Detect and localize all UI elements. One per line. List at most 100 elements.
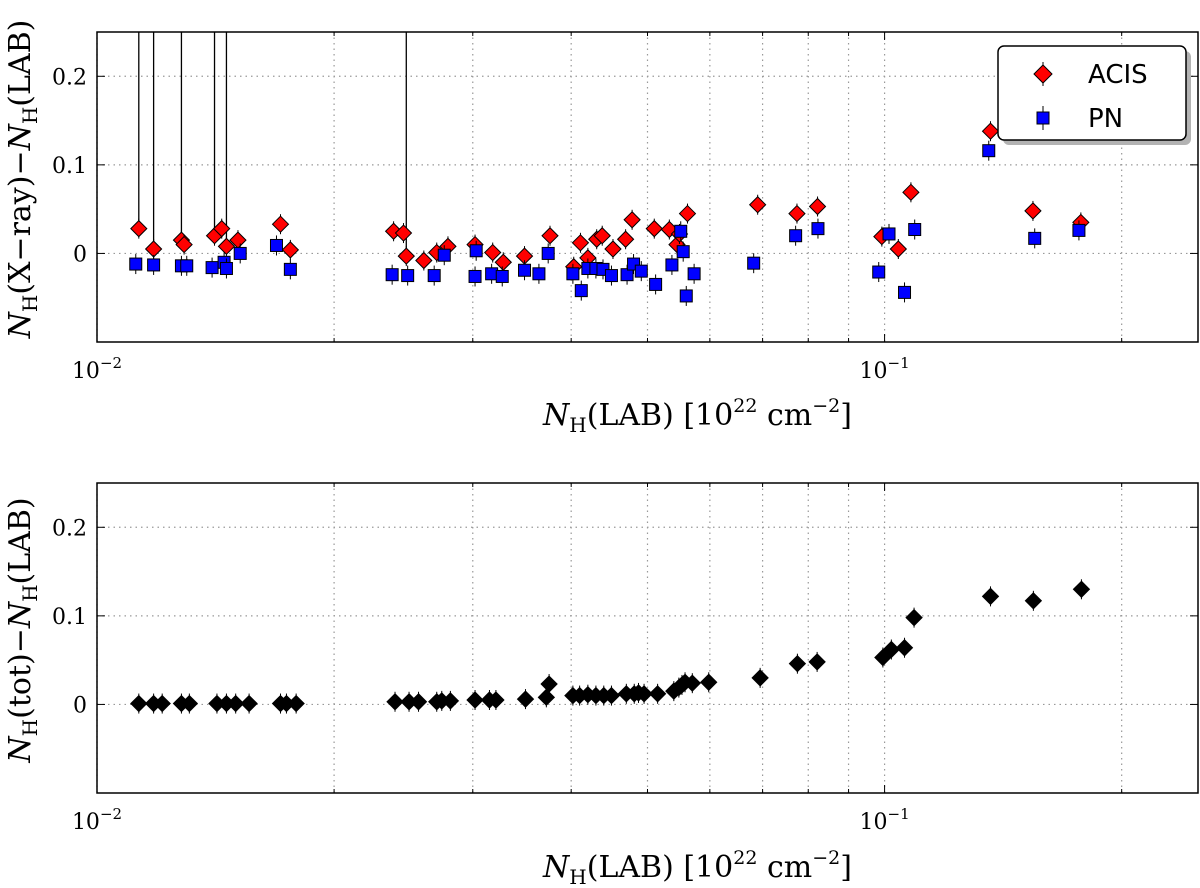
x-axis-label: NH(LAB) [1022 cm−2] [542,847,852,888]
data-point-pn [147,258,161,272]
data-point-pn [679,289,693,303]
data-point-pn [269,238,283,252]
data-point-acis [1024,202,1042,220]
legend-label: ACIS [1088,60,1148,90]
data-point-pn [518,263,532,277]
data-point-total [130,694,148,713]
data-point-total [1024,592,1043,610]
bottom-panel: 10−2 10−1 0.2 0.1 0 NH(LAB) [1022 cm−2] NH(tot… [3,482,1199,888]
series-acis [130,32,1090,277]
x-tick-label: 10−1 [860,805,910,835]
data-point-total [240,694,258,713]
data-point-acis [541,227,559,245]
x-tick-label: 10−2 [72,805,122,835]
x-tick-label: 10−1 [860,354,910,384]
ticks [96,483,1198,793]
data-point-acis [415,251,433,270]
data-point-total [226,694,245,713]
data-point-pn [541,246,555,260]
y-tick-label: 0 [73,242,87,267]
data-point-total [905,608,923,627]
data-point-pn [437,248,451,262]
y-tick-label: 0 [73,693,87,718]
data-point-total [516,690,535,708]
data-point-acis [571,234,590,252]
y-tick-label: 0.2 [52,516,87,541]
data-point-pn [401,269,415,283]
data-point-pn [495,269,509,283]
series-pn [129,140,1086,306]
data-point-pn [532,267,546,281]
data-point-total [648,685,667,703]
data-point-pn [882,227,896,241]
data-point-acis [678,204,697,223]
x-axis-label: NH(LAB) [1022 cm−2] [542,395,852,437]
data-point-total [441,692,460,710]
data-point-pn [872,265,886,279]
data-point-pn [676,245,690,259]
data-point-acis [483,243,502,262]
data-point-pn [1072,223,1086,237]
data-point-acis [271,215,290,233]
data-point-acis [213,219,231,238]
y-axis-label: NH(X−ray)−NH(LAB) [3,20,42,340]
data-point-acis [808,197,827,216]
markers [130,579,1091,714]
grid [96,483,1198,793]
data-point-total [808,653,826,671]
data-point-pn [789,229,803,243]
y-tick-label: 0.1 [52,605,87,630]
data-point-pn [574,284,588,298]
data-point-pn [468,269,482,283]
data-point-acis [616,230,635,248]
data-point-pn [129,257,143,271]
data-point-acis [175,235,193,254]
legend-label: PN [1088,104,1123,134]
data-point-pn [674,224,688,238]
data-point-acis [593,227,611,245]
markers [129,32,1090,306]
data-point-acis [130,219,148,238]
data-point-total [180,694,199,713]
data-point-total [788,654,807,673]
data-point-total [386,693,404,711]
x-tick-label: 10−2 [72,354,122,384]
data-point-total [540,675,558,693]
data-point-acis [788,204,806,223]
data-point-pn [908,223,922,237]
data-point-acis [645,219,663,238]
data-point-acis [889,240,908,258]
data-point-pn [604,269,618,283]
y-tick-label: 0.1 [52,154,87,179]
data-point-acis [281,241,300,259]
data-point-total [635,685,653,703]
data-point-total [683,674,702,692]
data-point-total [537,688,556,707]
data-point-acis [217,237,236,256]
data-point-pn [205,261,219,275]
data-point-pn [811,222,825,236]
data-point-pn [566,267,580,281]
data-point-pn [982,144,996,158]
data-point-total [287,694,305,713]
data-point-total [602,686,621,705]
data-point-total [466,691,484,709]
data-point-pn [233,246,247,260]
top-panel: 10−2 10−1 0.2 0.1 0 NH(LAB) [1022 cm−2] NH(X−r… [3,20,1199,437]
data-point-pn [634,264,648,278]
data-point-pn [180,259,194,273]
data-point-pn [1028,231,1042,245]
data-point-acis [748,196,767,214]
legend: ACIS PN [997,45,1191,145]
data-point-pn [747,256,761,270]
data-point-pn [469,244,483,258]
ticks [96,32,1198,342]
data-point-total [1072,580,1091,598]
data-point-total [882,640,901,659]
data-point-total [981,587,1000,606]
data-point-total [700,673,718,691]
data-point-acis [623,211,641,229]
data-point-pn [649,277,663,291]
data-point-total [751,669,769,687]
data-point-total [895,639,914,657]
